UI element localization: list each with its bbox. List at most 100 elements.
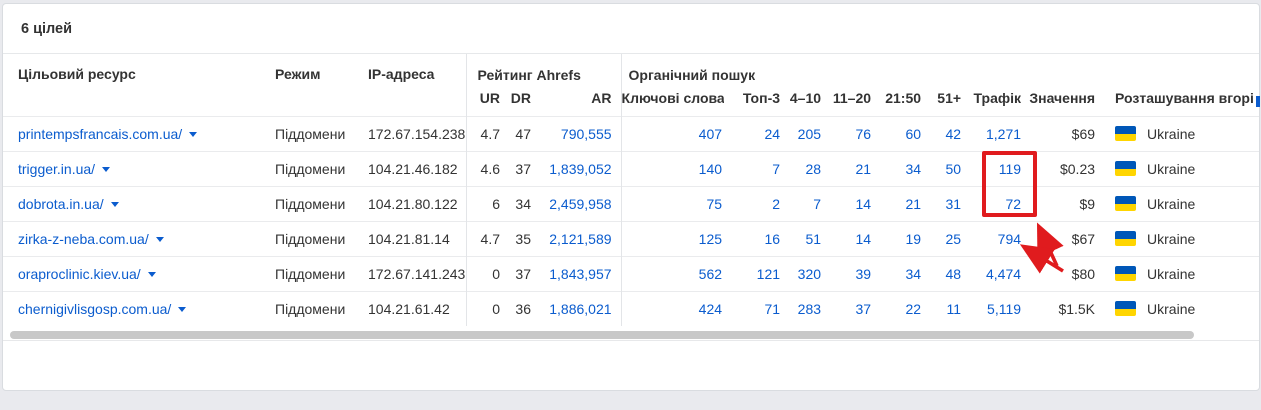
dr-cell: 35	[504, 220, 534, 256]
p2150-cell[interactable]: 34	[873, 255, 924, 291]
value-cell: $80	[1023, 255, 1098, 291]
col-header-ur[interactable]: UR	[465, 84, 504, 116]
col-header-value[interactable]: Значення	[1029, 90, 1096, 106]
traffic-cell[interactable]: 119	[963, 150, 1024, 186]
target-domain-link[interactable]: oraproclinic.kiev.ua/	[18, 265, 141, 282]
traffic-cell[interactable]: 4,474	[963, 255, 1024, 291]
col-header-top3[interactable]: Топ-3	[742, 90, 781, 106]
p1120-cell[interactable]: 14	[823, 185, 874, 221]
p410-cell[interactable]: 28	[782, 150, 824, 186]
p410-cell[interactable]: 7	[782, 185, 824, 221]
chevron-down-icon[interactable]	[147, 271, 156, 277]
location-cell: Ukraine	[1097, 185, 1259, 221]
location-cell: Ukraine	[1097, 255, 1259, 291]
top3-cell[interactable]: 24	[724, 115, 783, 151]
p1120-cell[interactable]: 21	[823, 150, 874, 186]
table-row: dobrota.in.ua/Піддомени 104.21.80.122 6 34 2…	[3, 185, 1259, 221]
p2150-cell[interactable]: 34	[873, 150, 924, 186]
p1120-cell[interactable]: 76	[823, 115, 874, 151]
ar-cell[interactable]: 2,121,589	[534, 220, 622, 256]
p1120-cell[interactable]: 39	[823, 255, 874, 291]
location-label: Ukraine	[1147, 230, 1196, 247]
ukraine-flag-icon	[1115, 300, 1137, 316]
col-header-51plus[interactable]: 51+	[937, 90, 962, 106]
ip-cell: 104.21.46.182	[351, 150, 466, 186]
chevron-down-icon[interactable]	[102, 166, 111, 172]
keywords-cell[interactable]: 75	[620, 185, 725, 221]
col-header-ar[interactable]: AR	[591, 90, 612, 106]
top3-cell[interactable]: 121	[724, 255, 783, 291]
p410-cell[interactable]: 51	[782, 220, 824, 256]
col-header-4-10[interactable]: 4–10	[789, 90, 822, 106]
p2150-cell[interactable]: 21	[873, 185, 924, 221]
target-domain-link[interactable]: trigger.in.ua/	[18, 160, 96, 177]
p1120-cell[interactable]: 37	[823, 290, 874, 326]
traffic-cell[interactable]: 794	[963, 220, 1024, 256]
targets-table: Цільовий ресурс Режим IP-адреса Рейтинг …	[3, 54, 1259, 326]
p410-cell[interactable]: 283	[782, 290, 824, 326]
ukraine-flag-icon	[1115, 230, 1137, 246]
col-header-location[interactable]: Розташування вгорі	[1115, 90, 1254, 106]
ip-cell: 104.21.81.14	[351, 220, 466, 256]
p51-cell[interactable]: 42	[923, 115, 964, 151]
p410-cell[interactable]: 320	[782, 255, 824, 291]
ur-cell: 4.7	[465, 115, 504, 151]
col-header-traffic[interactable]: Трафік	[973, 90, 1022, 106]
keywords-cell[interactable]: 125	[620, 220, 725, 256]
mode-cell: Піддомени	[258, 115, 351, 151]
target-domain-link[interactable]: printempsfrancais.com.ua/	[18, 125, 183, 142]
traffic-cell[interactable]: 72	[963, 185, 1024, 221]
p2150-cell[interactable]: 19	[873, 220, 924, 256]
keywords-cell[interactable]: 407	[620, 115, 725, 151]
chevron-down-icon[interactable]	[178, 306, 187, 312]
col-header-dr[interactable]: DR	[510, 90, 531, 106]
chevron-down-icon[interactable]	[189, 131, 198, 137]
p51-cell[interactable]: 11	[923, 290, 964, 326]
keywords-cell[interactable]: 140	[620, 150, 725, 186]
target-domain-link[interactable]: dobrota.in.ua/	[18, 195, 104, 212]
targets-card: 6 цілей Цільовий ресурс Режим IP-адреса …	[2, 3, 1260, 391]
mode-cell: Піддомени	[258, 290, 351, 326]
horizontal-scrollbar-thumb[interactable]	[10, 331, 1194, 339]
dr-cell: 37	[504, 255, 534, 291]
top3-cell[interactable]: 2	[724, 185, 783, 221]
ar-cell[interactable]: 1,886,021	[534, 290, 622, 326]
traffic-cell[interactable]: 1,271	[963, 115, 1024, 151]
top3-cell[interactable]: 71	[724, 290, 783, 326]
col-header-target[interactable]: Цільовий ресурс	[18, 66, 136, 82]
p51-cell[interactable]: 50	[923, 150, 964, 186]
p51-cell[interactable]: 25	[923, 220, 964, 256]
top3-cell[interactable]: 7	[724, 150, 783, 186]
ar-cell[interactable]: 1,839,052	[534, 150, 622, 186]
chevron-down-icon[interactable]	[110, 201, 119, 207]
p51-cell[interactable]: 48	[923, 255, 964, 291]
col-header-keywords[interactable]: Ключові слова	[620, 84, 725, 116]
table-row: zirka-z-neba.com.ua/Піддомени 104.21.81.1…	[3, 220, 1259, 256]
top3-cell[interactable]: 16	[724, 220, 783, 256]
mode-cell: Піддомени	[258, 185, 351, 221]
location-cell: Ukraine	[1097, 115, 1259, 151]
ar-cell[interactable]: 790,555	[534, 115, 622, 151]
horizontal-scrollbar-track[interactable]	[3, 326, 1259, 341]
p1120-cell[interactable]: 14	[823, 220, 874, 256]
p410-cell[interactable]: 205	[782, 115, 824, 151]
p2150-cell[interactable]: 22	[873, 290, 924, 326]
keywords-cell[interactable]: 562	[620, 255, 725, 291]
chevron-down-icon[interactable]	[155, 236, 164, 242]
col-header-ip[interactable]: IP-адреса	[368, 66, 435, 82]
target-cell: printempsfrancais.com.ua/	[3, 115, 258, 151]
target-domain-link[interactable]: chernigivlisgosp.com.ua/	[18, 300, 172, 317]
col-header-21-50[interactable]: 21:50	[885, 90, 922, 106]
p51-cell[interactable]: 31	[923, 185, 964, 221]
ar-cell[interactable]: 2,459,958	[534, 185, 622, 221]
ar-cell[interactable]: 1,843,957	[534, 255, 622, 291]
traffic-cell[interactable]: 5,119	[963, 290, 1024, 326]
ur-cell: 4.7	[465, 220, 504, 256]
target-domain-link[interactable]: zirka-z-neba.com.ua/	[18, 230, 149, 247]
table-row: chernigivlisgosp.com.ua/Піддомени 104.21.…	[3, 290, 1259, 326]
p2150-cell[interactable]: 60	[873, 115, 924, 151]
keywords-cell[interactable]: 424	[620, 290, 725, 326]
col-header-mode[interactable]: Режим	[275, 66, 321, 82]
ur-cell: 0	[465, 255, 504, 291]
col-header-11-20[interactable]: 11–20	[832, 90, 872, 106]
